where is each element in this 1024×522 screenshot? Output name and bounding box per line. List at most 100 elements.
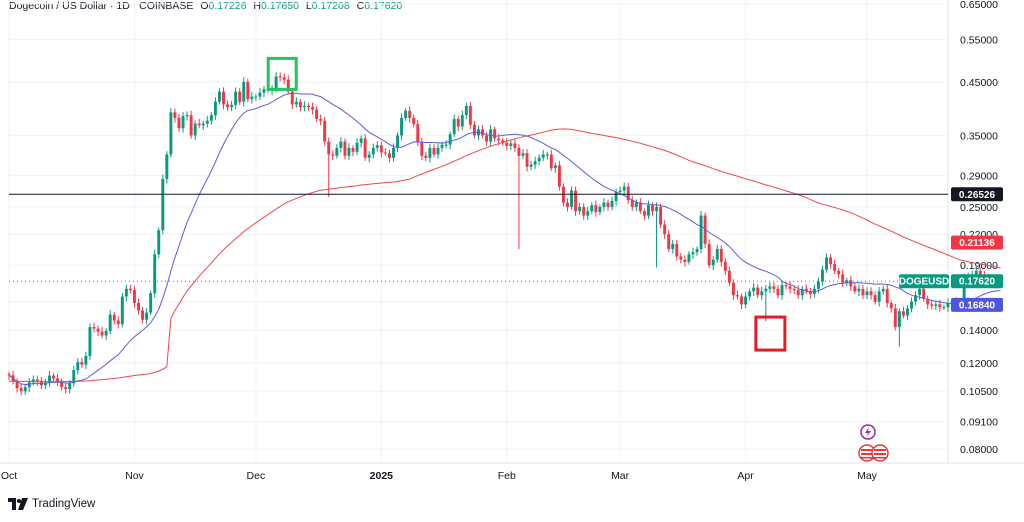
- candle[interactable]: [72, 365, 76, 387]
- green-highlight-box[interactable]: [266, 56, 298, 91]
- candle[interactable]: [460, 110, 464, 131]
- candle[interactable]: [800, 285, 804, 300]
- candle[interactable]: [877, 286, 881, 307]
- candle[interactable]: [64, 382, 68, 394]
- candle[interactable]: [517, 144, 521, 250]
- candle[interactable]: [889, 300, 893, 313]
- candle[interactable]: [772, 282, 776, 294]
- candle[interactable]: [104, 328, 108, 341]
- candle[interactable]: [590, 202, 594, 215]
- candle[interactable]: [562, 183, 565, 207]
- candle[interactable]: [112, 311, 116, 325]
- candle[interactable]: [695, 246, 699, 256]
- candle[interactable]: [213, 97, 217, 120]
- candle[interactable]: [481, 125, 484, 139]
- candle[interactable]: [254, 94, 258, 101]
- candle[interactable]: [606, 199, 610, 212]
- candle[interactable]: [436, 143, 440, 159]
- candle[interactable]: [501, 137, 505, 146]
- candle[interactable]: [157, 227, 161, 259]
- candle[interactable]: [926, 295, 930, 310]
- candle[interactable]: [298, 98, 302, 112]
- candle[interactable]: [719, 245, 723, 267]
- candle[interactable]: [646, 200, 650, 219]
- candle[interactable]: [509, 140, 513, 150]
- candle[interactable]: [740, 293, 743, 310]
- candle[interactable]: [92, 322, 96, 333]
- candle[interactable]: [549, 149, 553, 172]
- candle[interactable]: [363, 133, 367, 161]
- candle[interactable]: [602, 198, 606, 212]
- candle[interactable]: [428, 143, 432, 163]
- candle[interactable]: [861, 285, 865, 299]
- candle[interactable]: [723, 258, 727, 275]
- candle[interactable]: [396, 132, 399, 152]
- candle[interactable]: [222, 87, 225, 110]
- candle[interactable]: [408, 106, 412, 123]
- candle[interactable]: [885, 284, 889, 308]
- candle[interactable]: [339, 137, 343, 153]
- candle[interactable]: [432, 144, 436, 158]
- candle[interactable]: [456, 116, 460, 132]
- candle[interactable]: [505, 138, 509, 151]
- red-highlight-box[interactable]: [754, 315, 787, 352]
- lightning-icon[interactable]: [860, 424, 876, 440]
- candle[interactable]: [464, 102, 468, 120]
- candle[interactable]: [667, 230, 671, 252]
- candle[interactable]: [286, 75, 290, 95]
- candle[interactable]: [869, 287, 873, 300]
- candle[interactable]: [371, 143, 375, 159]
- candle[interactable]: [873, 291, 877, 305]
- candle[interactable]: [796, 285, 800, 299]
- candle[interactable]: [578, 202, 582, 215]
- candle[interactable]: [545, 151, 549, 160]
- candle[interactable]: [234, 87, 238, 110]
- candle[interactable]: [48, 371, 51, 387]
- candle[interactable]: [290, 88, 294, 110]
- candle[interactable]: [323, 116, 327, 146]
- candle[interactable]: [448, 131, 452, 150]
- candle[interactable]: [319, 114, 323, 126]
- candle[interactable]: [80, 357, 84, 368]
- candle[interactable]: [541, 149, 545, 162]
- candle[interactable]: [642, 208, 646, 221]
- candle[interactable]: [424, 151, 428, 162]
- candle[interactable]: [594, 200, 598, 217]
- candle[interactable]: [849, 275, 853, 292]
- candle[interactable]: [88, 323, 92, 360]
- candle[interactable]: [529, 160, 533, 171]
- candle[interactable]: [655, 202, 659, 268]
- candle[interactable]: [258, 88, 262, 101]
- candle[interactable]: [35, 375, 39, 386]
- us-flag-icon[interactable]: [858, 444, 876, 462]
- candle[interactable]: [897, 308, 901, 347]
- candle[interactable]: [137, 298, 140, 315]
- candle[interactable]: [56, 373, 60, 387]
- candle[interactable]: [278, 72, 282, 82]
- candle[interactable]: [752, 283, 756, 296]
- candle[interactable]: [857, 284, 861, 296]
- candle[interactable]: [768, 282, 772, 294]
- candle[interactable]: [570, 186, 574, 210]
- candle[interactable]: [764, 285, 768, 322]
- candle[interactable]: [379, 141, 383, 158]
- tradingview-brand[interactable]: TradingView: [8, 498, 95, 510]
- candle[interactable]: [355, 138, 359, 155]
- candle[interactable]: [744, 291, 748, 309]
- candle[interactable]: [663, 220, 667, 239]
- candle[interactable]: [837, 267, 841, 279]
- ma-fast-line[interactable]: [8, 92, 1001, 386]
- candle[interactable]: [760, 286, 764, 300]
- price-axis[interactable]: 0.65000 0.55000 0.45000 0.35000 0.29000 0.250…: [960, 0, 998, 456]
- candle[interactable]: [205, 116, 209, 128]
- candle[interactable]: [521, 148, 525, 159]
- candle[interactable]: [242, 77, 246, 107]
- candle[interactable]: [626, 182, 630, 204]
- candle[interactable]: [404, 108, 408, 121]
- candle[interactable]: [189, 110, 193, 139]
- candle[interactable]: [638, 198, 642, 215]
- candle[interactable]: [582, 203, 586, 220]
- candle[interactable]: [566, 198, 569, 212]
- candle[interactable]: [468, 101, 472, 130]
